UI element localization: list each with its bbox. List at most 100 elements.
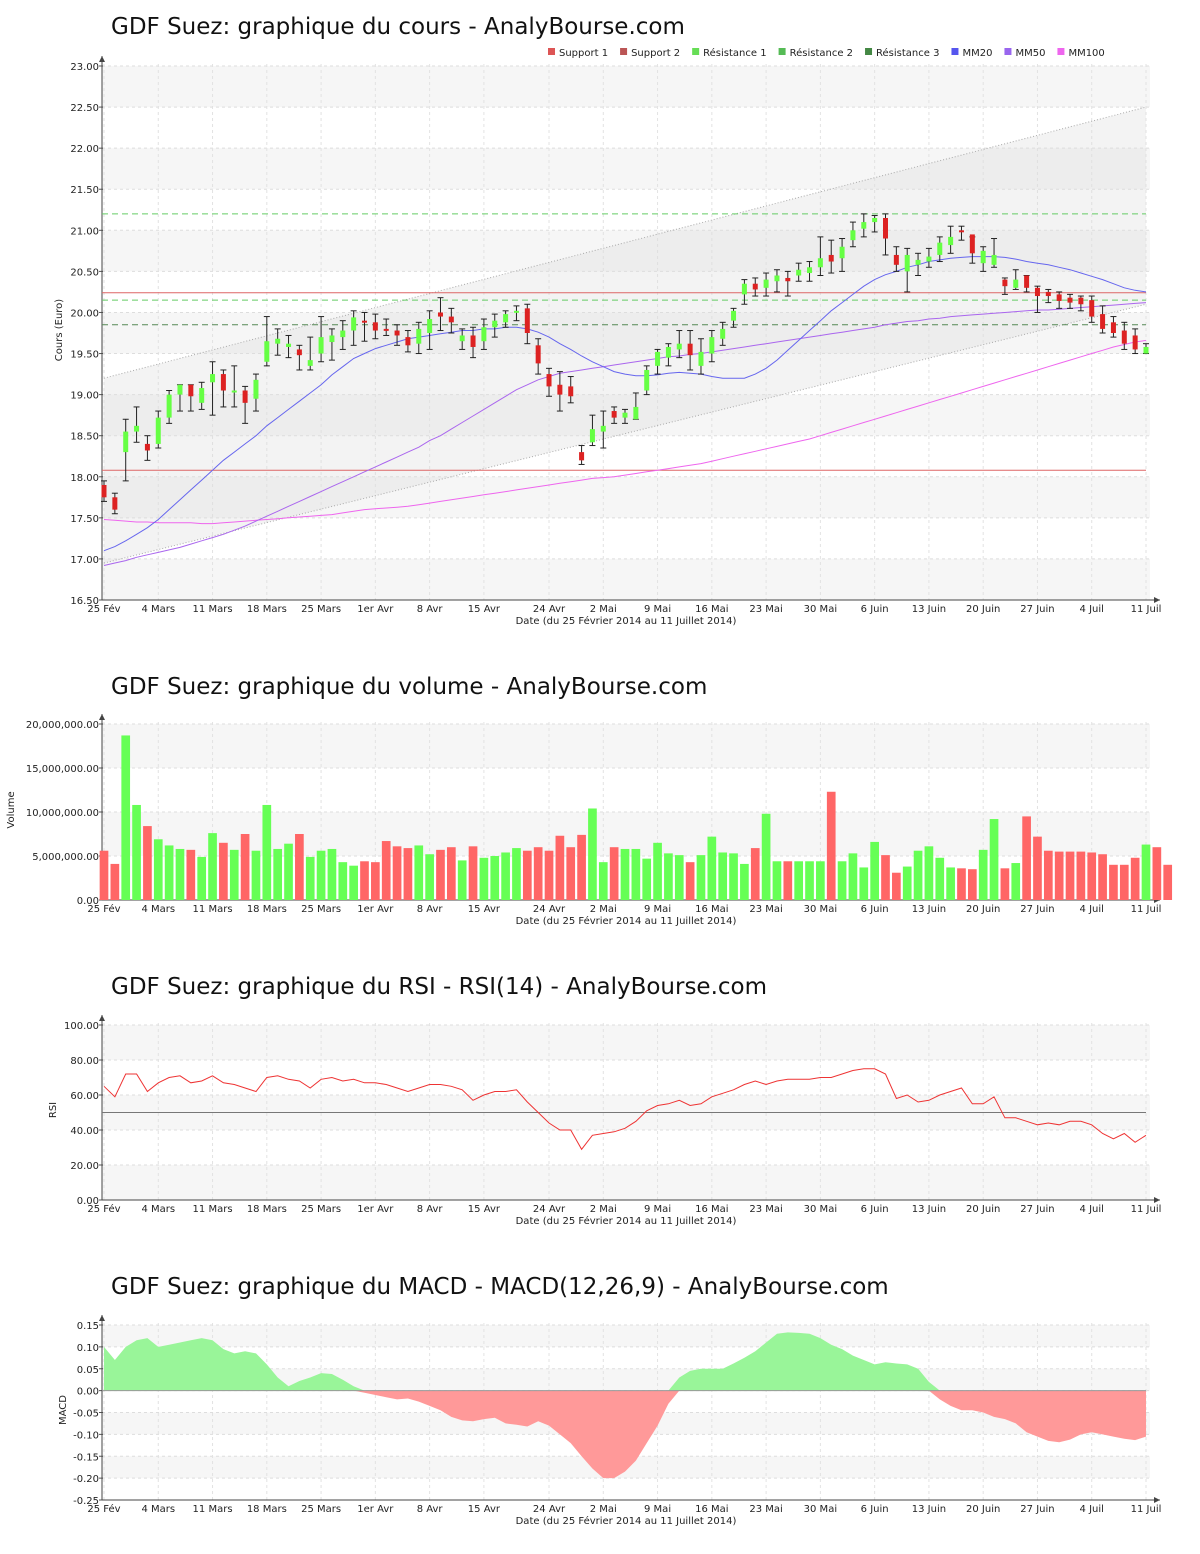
volume-bar bbox=[642, 858, 652, 900]
price-x-tick-label: 27 Juin bbox=[1020, 604, 1054, 615]
macd-chart: GDF Suez: graphique du MACD - MACD(12,26… bbox=[58, 1274, 1161, 1527]
price-y-tick-label: 20.50 bbox=[70, 267, 99, 278]
candle-body bbox=[611, 411, 617, 418]
volume-bar bbox=[577, 834, 586, 900]
volume-x-tick-label: 6 Juin bbox=[861, 904, 889, 915]
macd-x-tick-label: 30 Mai bbox=[804, 1504, 837, 1515]
legend-label: MM20 bbox=[962, 48, 992, 59]
rsi-x-tick-label: 15 Avr bbox=[468, 1204, 501, 1215]
candle-body bbox=[296, 349, 302, 356]
candle-body bbox=[817, 258, 823, 268]
volume-bar bbox=[913, 850, 923, 900]
volume-bar bbox=[338, 862, 348, 900]
rsi-x-tick-label: 4 Juil bbox=[1080, 1204, 1104, 1215]
candle-body bbox=[720, 328, 726, 339]
price-x-axis-label: Date (du 25 Février 2014 au 11 Juillet 2… bbox=[516, 615, 737, 627]
rsi-x-tick-label: 4 Mars bbox=[141, 1204, 175, 1215]
volume-bar bbox=[1130, 857, 1140, 900]
price-x-tick-label: 2 Mai bbox=[590, 604, 617, 615]
price-x-tick-label: 23 Mai bbox=[749, 604, 782, 615]
candle-body bbox=[286, 343, 292, 347]
candle-body bbox=[948, 236, 954, 246]
volume-x-tick-label: 15 Avr bbox=[468, 904, 501, 915]
volume-x-tick-label: 4 Juil bbox=[1080, 904, 1104, 915]
macd-x-tick-label: 18 Mars bbox=[247, 1504, 287, 1515]
volume-bar bbox=[837, 861, 847, 900]
candle-body bbox=[1110, 322, 1116, 333]
rsi-y-tick-label: 80.00 bbox=[70, 1056, 99, 1067]
volume-y-tick-label: 20,000,000.00 bbox=[26, 720, 99, 731]
volume-bar bbox=[1043, 850, 1053, 900]
macd-chart-title: GDF Suez: graphique du MACD - MACD(12,26… bbox=[111, 1274, 889, 1300]
volume-bar bbox=[967, 869, 977, 900]
candle-body bbox=[665, 346, 671, 358]
price-x-tick-label: 4 Mars bbox=[141, 604, 175, 615]
macd-y-tick-label: 0.10 bbox=[77, 1343, 99, 1354]
volume-bar bbox=[381, 841, 391, 900]
candle-body bbox=[1100, 314, 1106, 329]
price-y-tick-label: 21.00 bbox=[70, 226, 99, 237]
volume-bar bbox=[978, 849, 988, 900]
price-y-tick-label: 18.00 bbox=[70, 473, 99, 484]
macd-x-tick-label: 4 Juil bbox=[1080, 1504, 1104, 1515]
price-y-tick-label: 17.50 bbox=[70, 514, 99, 525]
volume-bar bbox=[121, 735, 131, 900]
volume-bar bbox=[1152, 847, 1162, 900]
candle-body bbox=[1013, 279, 1019, 288]
candle-body bbox=[546, 374, 552, 387]
candle-body bbox=[123, 431, 129, 453]
candle-body bbox=[188, 384, 194, 397]
candle-body bbox=[709, 337, 715, 354]
macd-grid-band bbox=[102, 1325, 1150, 1347]
volume-bar bbox=[522, 850, 532, 900]
candle-body bbox=[307, 360, 313, 366]
volume-bar bbox=[892, 872, 901, 900]
candle-body bbox=[448, 316, 454, 323]
macd-y-tick-label: -0.05 bbox=[73, 1409, 99, 1420]
volume-bar bbox=[1022, 816, 1031, 900]
volume-bar bbox=[598, 862, 608, 900]
rsi-x-tick-label: 30 Mai bbox=[804, 1204, 837, 1215]
rsi-x-tick-label: 13 Juin bbox=[912, 1204, 946, 1215]
volume-bar bbox=[848, 853, 858, 900]
volume-y-tick-label: 10,000,000.00 bbox=[26, 808, 99, 819]
macd-x-tick-label: 8 Avr bbox=[417, 1504, 444, 1515]
price-y-arrow bbox=[99, 56, 105, 62]
price-y-tick-label: 18.50 bbox=[70, 432, 99, 443]
candle-body bbox=[242, 390, 248, 403]
candle-body bbox=[231, 390, 237, 393]
volume-bar bbox=[1163, 864, 1173, 900]
price-grid-band bbox=[102, 476, 1150, 518]
volume-y-arrow bbox=[99, 714, 105, 720]
macd-positive-area bbox=[104, 1332, 1146, 1391]
volume-bar bbox=[750, 848, 760, 900]
price-chart: GDF Suez: graphique du cours - AnalyBour… bbox=[54, 14, 1161, 627]
candle-body bbox=[1143, 346, 1149, 354]
volume-x-tick-label: 16 Mai bbox=[695, 904, 728, 915]
volume-bar bbox=[219, 842, 228, 900]
rsi-x-tick-label: 6 Juin bbox=[861, 1204, 889, 1215]
candle-body bbox=[535, 345, 541, 364]
volume-x-tick-label: 8 Avr bbox=[417, 904, 444, 915]
candle-body bbox=[893, 254, 899, 265]
macd-y-arrow bbox=[99, 1315, 105, 1321]
candle-body bbox=[101, 484, 107, 498]
legend-label: Support 1 bbox=[559, 48, 608, 59]
volume-bar bbox=[609, 847, 619, 900]
candle-body bbox=[492, 320, 498, 328]
candle-body bbox=[655, 351, 661, 366]
macd-y-tick-label: -0.20 bbox=[73, 1474, 99, 1485]
volume-x-tick-label: 20 Juin bbox=[966, 904, 1000, 915]
volume-bar bbox=[1119, 864, 1129, 900]
volume-bar bbox=[620, 848, 630, 900]
price-x-tick-label: 4 Juil bbox=[1080, 604, 1104, 615]
macd-x-arrow bbox=[1154, 1497, 1160, 1503]
volume-x-tick-label: 27 Juin bbox=[1020, 904, 1054, 915]
price-x-tick-label: 15 Avr bbox=[468, 604, 501, 615]
macd-x-tick-label: 20 Juin bbox=[966, 1504, 1000, 1515]
volume-bar bbox=[816, 861, 825, 900]
price-x-tick-label: 24 Avr bbox=[533, 604, 566, 615]
volume-bar bbox=[132, 804, 141, 900]
volume-bar bbox=[153, 839, 163, 900]
candle-body bbox=[1067, 297, 1073, 303]
